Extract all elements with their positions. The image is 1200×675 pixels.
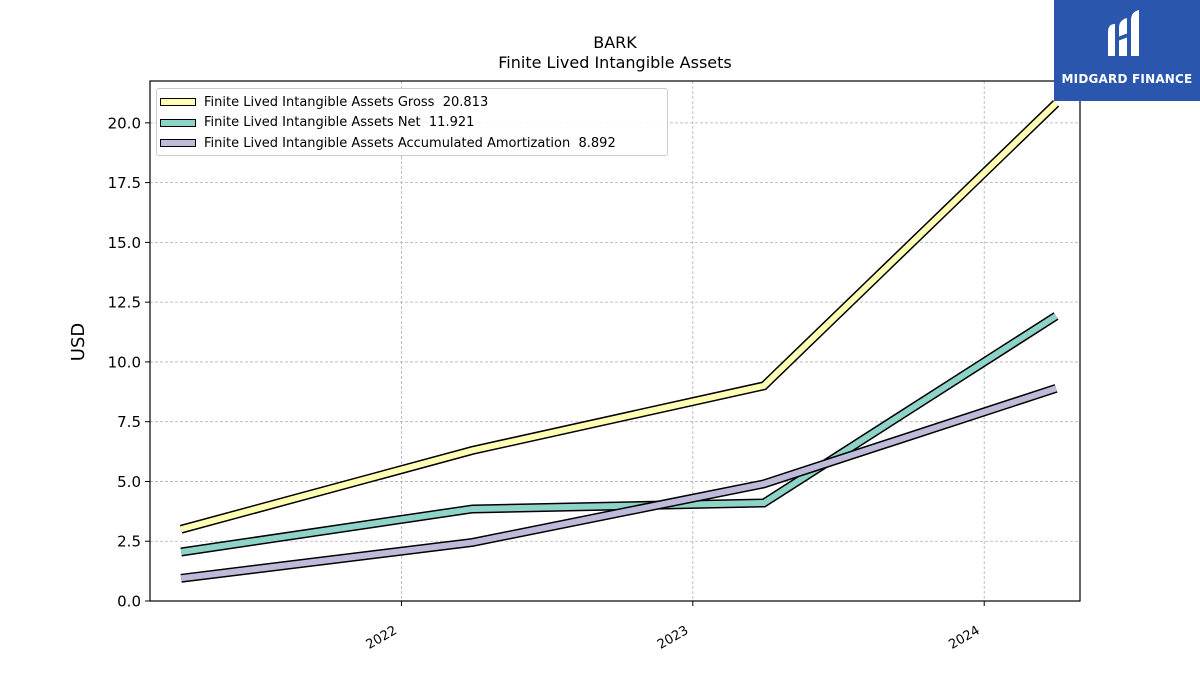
y-tick-label: 0.0: [117, 593, 141, 611]
axes: 0.0 2.5 5.0 7.5 10.0 12.5 15.0 17.5 20.0 2022 2023…: [108, 80, 1081, 653]
x-tick-label: 2022: [364, 623, 400, 653]
y-tick-label: 7.5: [117, 413, 141, 431]
logo-mark-icon: [1108, 10, 1139, 56]
y-tick-label: 12.5: [108, 294, 141, 312]
grid: [150, 81, 1080, 601]
midgard-finance-logo: MIDGARD FINANCE: [1054, 0, 1200, 101]
y-tick-label: 17.5: [108, 174, 141, 192]
series-line-2: [180, 385, 1057, 582]
legend-label-amortization: Finite Lived Intangible Assets Accumulat…: [204, 135, 616, 151]
legend-item-net: Finite Lived Intangible Assets Net 11.92…: [157, 113, 667, 134]
legend-item-amortization: Finite Lived Intangible Assets Accumulat…: [157, 133, 667, 154]
x-tick-label: 2023: [655, 623, 691, 653]
chart-title: BARK: [593, 33, 637, 52]
y-tick-label: 20.0: [108, 114, 141, 132]
y-axis-label: USD: [68, 323, 89, 361]
legend: Finite Lived Intangible Assets Gross 20.…: [156, 88, 668, 156]
chart-subtitle: Finite Lived Intangible Assets: [498, 53, 731, 72]
series-line-0: [180, 101, 1059, 533]
legend-swatch-gross: [160, 98, 196, 107]
plot-frame: [149, 80, 1081, 602]
legend-swatch-amortization: [160, 139, 196, 148]
legend-label-gross: Finite Lived Intangible Assets Gross 20.…: [204, 94, 489, 110]
series-outline-0: [179, 100, 1060, 534]
series-line-1: [180, 313, 1058, 555]
y-tick-label: 15.0: [108, 234, 141, 252]
y-tick-label: 2.5: [117, 533, 141, 551]
logo-text: MIDGARD FINANCE: [1061, 72, 1193, 86]
x-tick-label: 2024: [946, 623, 982, 653]
legend-label-net: Finite Lived Intangible Assets Net 11.92…: [204, 115, 475, 131]
series-layer: [179, 100, 1060, 583]
y-tick-label: 5.0: [117, 473, 141, 491]
y-tick-label: 10.0: [108, 353, 141, 371]
legend-swatch-net: [160, 118, 196, 127]
legend-item-gross: Finite Lived Intangible Assets Gross 20.…: [157, 92, 667, 113]
